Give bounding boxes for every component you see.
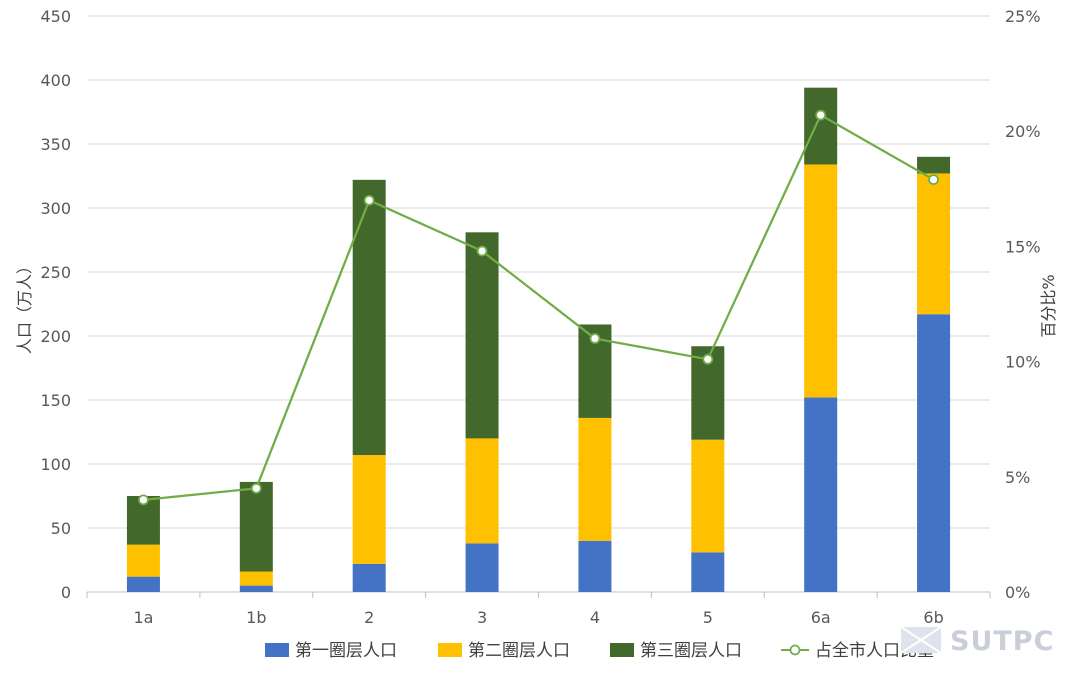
right-axis-ticks: 0% 5% 10% 15% 20% 25% [1005, 7, 1041, 602]
bar-segment [804, 164, 838, 398]
x-tick-label: 1a [133, 608, 153, 627]
gridlines [87, 15, 990, 593]
line-point [363, 194, 375, 206]
legend: 第一圈层人口 第二圈层人口 第三圈层人口 占全市人口比重 [265, 641, 934, 661]
legend-label: 第三圈层人口 [640, 641, 742, 661]
bar-segment [917, 156, 951, 174]
watermark-text: SUTPC [950, 626, 1054, 657]
y2-tick-label: 5% [1005, 468, 1030, 487]
y-tick-label: 0 [61, 583, 71, 602]
y-tick-label: 350 [40, 135, 71, 154]
bar-segment [691, 439, 725, 553]
legend-swatch [265, 643, 289, 657]
y2-tick-label: 15% [1005, 237, 1041, 256]
bar-segment [352, 563, 386, 592]
line-point [928, 174, 939, 185]
y-tick-label: 150 [40, 391, 71, 410]
bar-segment [578, 540, 612, 592]
bar-series [126, 87, 951, 592]
legend-item: 第三圈层人口 [610, 641, 742, 661]
line-point [476, 245, 488, 257]
bar-segment [691, 552, 725, 592]
bar-segment [465, 232, 499, 439]
x-tick-label: 4 [590, 608, 600, 627]
y-tick-label: 100 [40, 455, 71, 474]
legend-marker [789, 644, 801, 656]
x-tick-label: 3 [477, 608, 487, 627]
line-point [138, 494, 149, 506]
y2-tick-label: 10% [1005, 353, 1041, 372]
bar-segment [465, 438, 499, 544]
y-axis-title: 人口（万人） [15, 258, 34, 354]
line-point [702, 353, 714, 365]
bar-segment [804, 397, 838, 592]
bar-segment [804, 87, 838, 165]
y-tick-label: 200 [40, 327, 71, 346]
y2-axis-title: 百分比% [1039, 274, 1058, 337]
line-point [250, 482, 262, 494]
x-tick-label: 5 [703, 608, 713, 627]
x-tick-label: 6a [811, 608, 831, 627]
line-series [138, 109, 939, 506]
x-tick-label: 1b [246, 608, 266, 627]
y-tick-label: 250 [40, 263, 71, 282]
legend-item: 第二圈层人口 [438, 641, 570, 661]
watermark: SUTPC [900, 626, 1054, 657]
y2-tick-label: 25% [1005, 7, 1041, 26]
bar-segment [578, 417, 612, 541]
bar-segment [352, 179, 386, 456]
legend-swatch [610, 643, 634, 657]
y-tick-label: 400 [40, 71, 71, 90]
bar-segment [917, 314, 951, 592]
bar-segment [239, 585, 273, 592]
x-axis-ticks: 1a 1b 2 3 4 5 6a 6b [86, 592, 991, 627]
y-tick-label: 300 [40, 199, 71, 218]
y2-tick-label: 0% [1005, 583, 1030, 602]
y-tick-label: 450 [40, 7, 71, 26]
line-point [815, 109, 827, 121]
bar-segment [126, 576, 160, 592]
bar-segment [917, 173, 951, 315]
line-point [589, 333, 601, 344]
legend-swatch [438, 643, 462, 657]
legend-label: 第二圈层人口 [468, 641, 570, 661]
x-tick-label: 6b [923, 608, 943, 627]
bar-segment [126, 544, 160, 577]
watermark-logo-icon [900, 626, 942, 654]
y-tick-label: 50 [51, 519, 71, 538]
x-tick-label: 2 [364, 608, 374, 627]
bar-segment [239, 571, 273, 586]
left-axis-ticks: 0 50 100 150 200 250 300 350 400 450 [40, 7, 71, 602]
line-path [143, 113, 935, 501]
bar-segment [352, 455, 386, 564]
legend-item: 第一圈层人口 [265, 641, 397, 661]
bar-segment [465, 543, 499, 592]
legend-label: 第一圈层人口 [295, 641, 397, 661]
y2-tick-label: 20% [1005, 122, 1041, 141]
bar-segment [239, 481, 273, 572]
